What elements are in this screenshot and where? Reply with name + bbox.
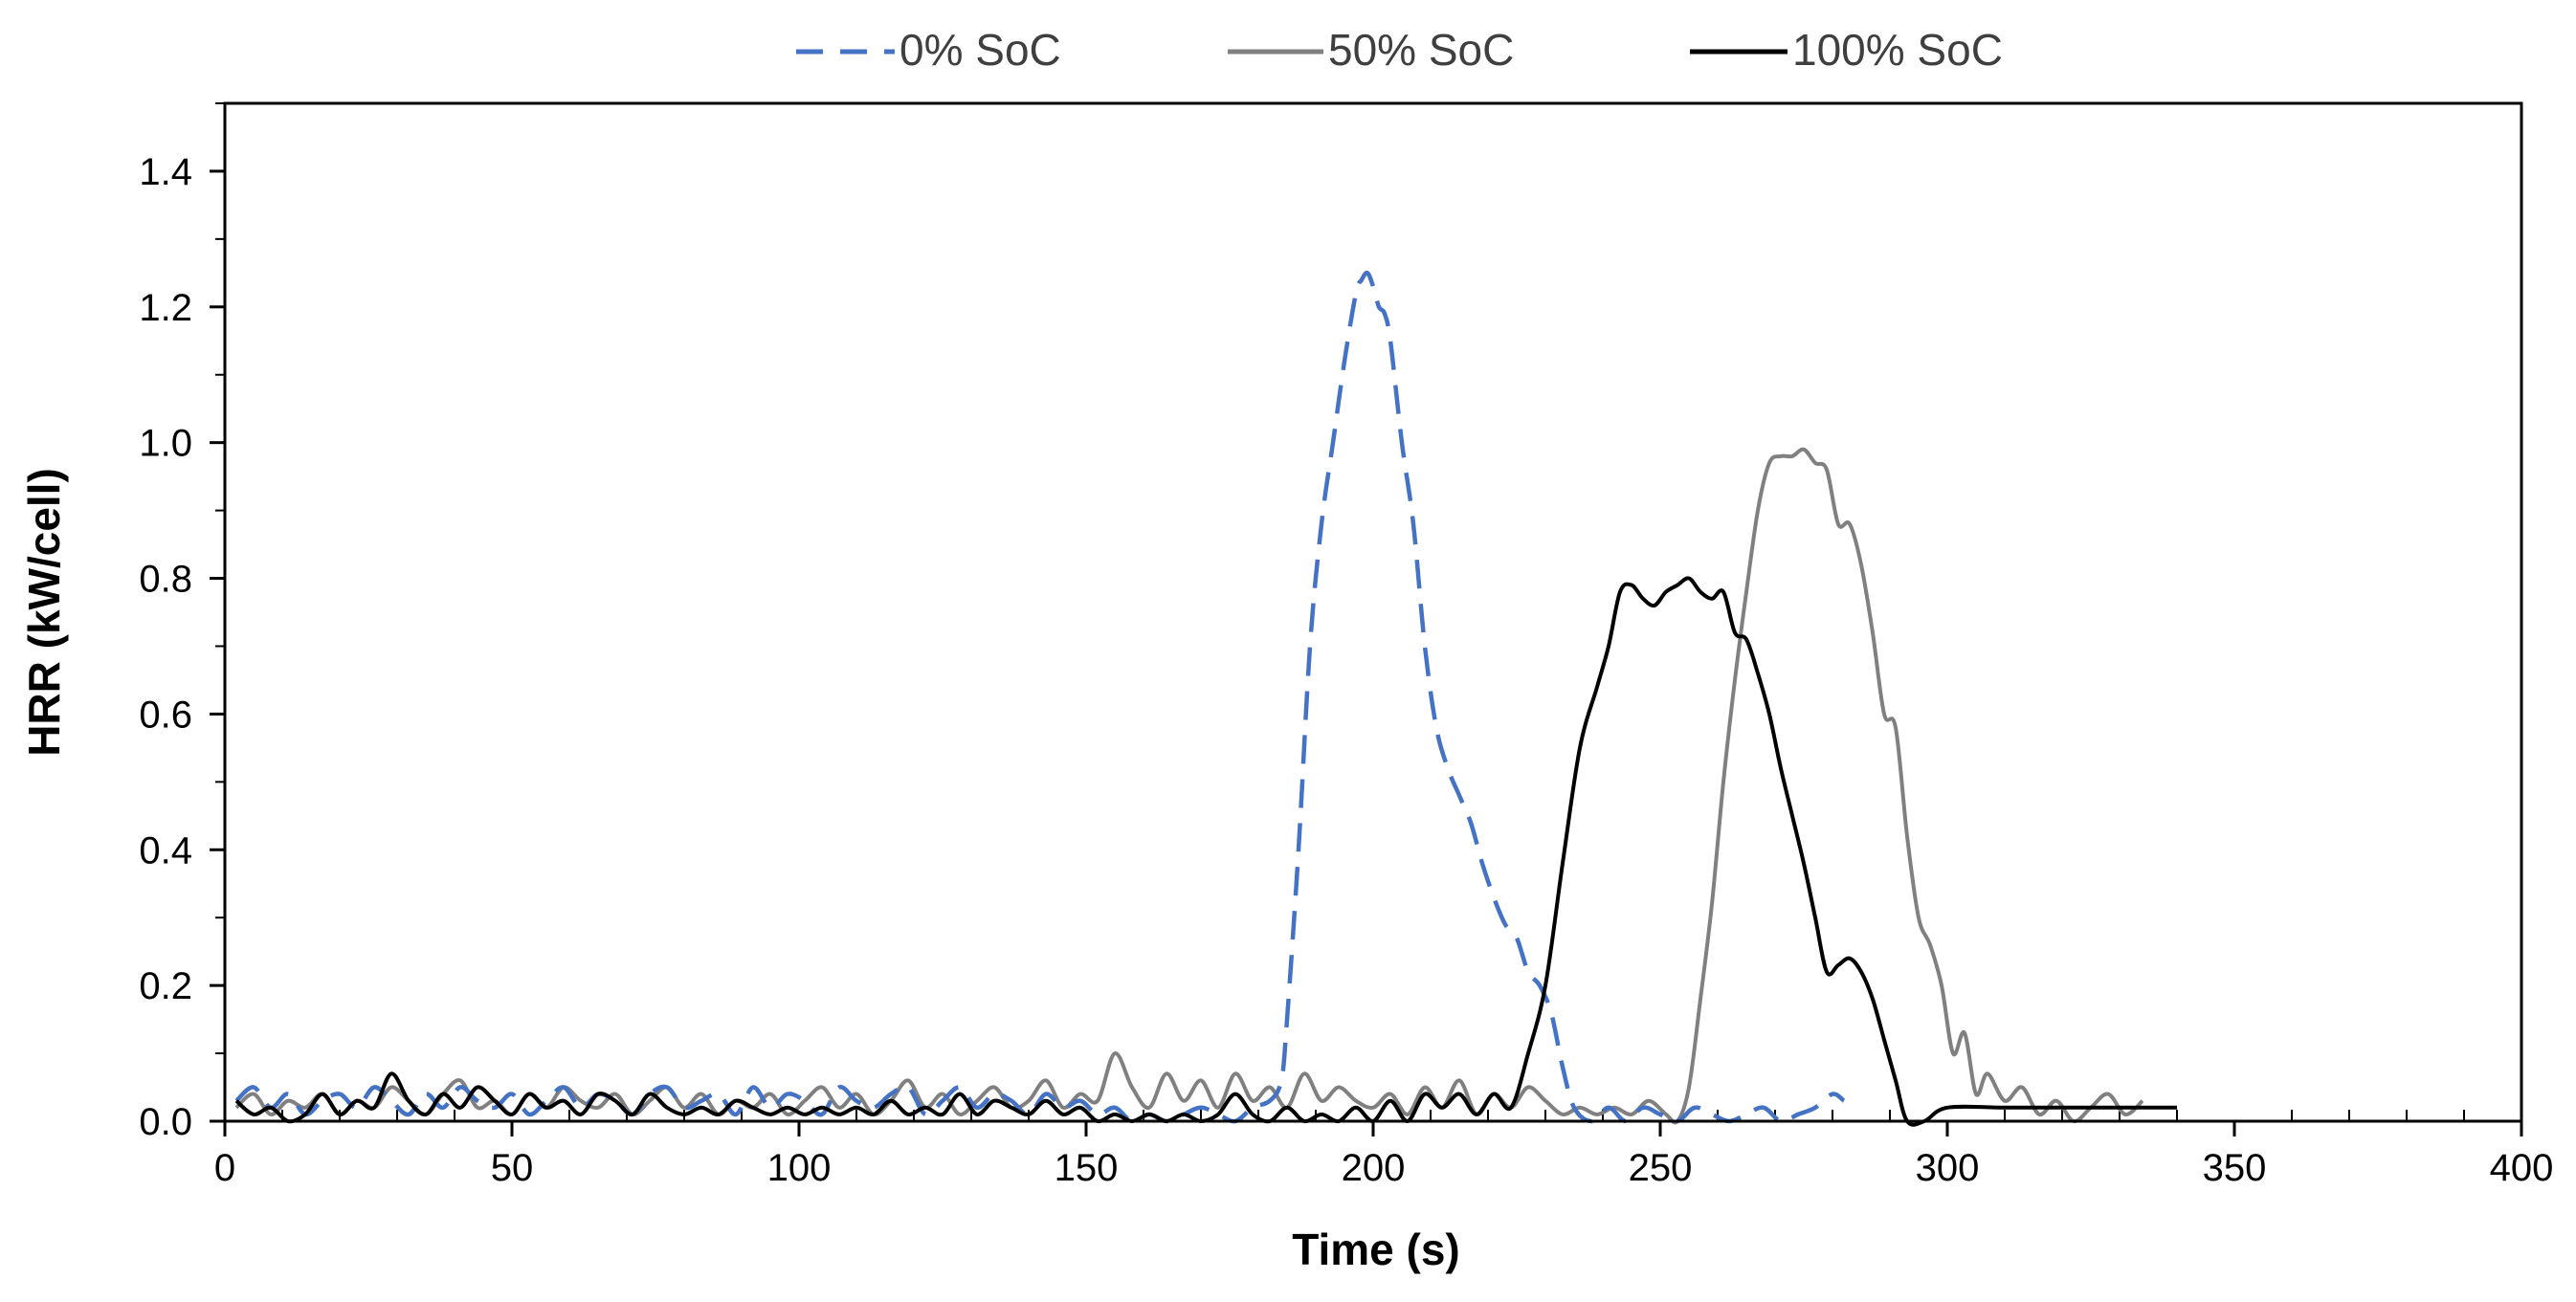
x-tick-label: 300 (1916, 1147, 1980, 1189)
y-tick-label: 0.6 (139, 694, 192, 736)
y-tick-label: 0.8 (139, 559, 192, 601)
series-line-100-soc (234, 576, 2177, 1127)
legend-item-0pct-soc[interactable]: 0% SoC (796, 25, 1061, 75)
y-tick-label: 0.2 (139, 965, 192, 1007)
plot-area-frame (223, 101, 2523, 1123)
y-tick-label: 1.4 (139, 151, 192, 193)
legend-label-50pct-soc: 50% SoC (1328, 25, 1514, 75)
legend-label-0pct-soc: 0% SoC (899, 25, 1061, 75)
x-axis-title: Time (s) (1292, 1225, 1460, 1274)
x-tick-label: 350 (2203, 1147, 2267, 1189)
plot-series (234, 270, 2177, 1127)
x-tick-label: 50 (491, 1147, 534, 1189)
y-tick-label: 1.2 (139, 287, 192, 329)
legend-label-100pct-soc: 100% SoC (1792, 25, 2003, 75)
legend-item-100pct-soc[interactable]: 100% SoC (1690, 25, 2003, 75)
legend: 0% SoC 50% SoC 100% SoC (796, 25, 2003, 75)
x-tick-label: 0 (214, 1147, 235, 1189)
x-tick-label: 100 (767, 1147, 832, 1189)
legend-item-50pct-soc[interactable]: 50% SoC (1228, 25, 1514, 75)
y-axis: 0.0 0.2 0.4 0.6 0.8 1.0 1.2 1.4 (139, 102, 225, 1143)
y-tick-label: 0.0 (139, 1101, 192, 1143)
y-axis-title: HRR (kW/cell) (19, 468, 69, 757)
y-tick-label: 1.0 (139, 423, 192, 465)
x-tick-label: 150 (1055, 1147, 1119, 1189)
x-axis: 0 50 100 150 200 250 300 350 400 (214, 1110, 2554, 1189)
x-tick-label: 200 (1342, 1147, 1406, 1189)
x-tick-label: 250 (1629, 1147, 1693, 1189)
x-tick-label: 400 (2490, 1147, 2554, 1189)
y-tick-label: 0.4 (139, 829, 192, 872)
